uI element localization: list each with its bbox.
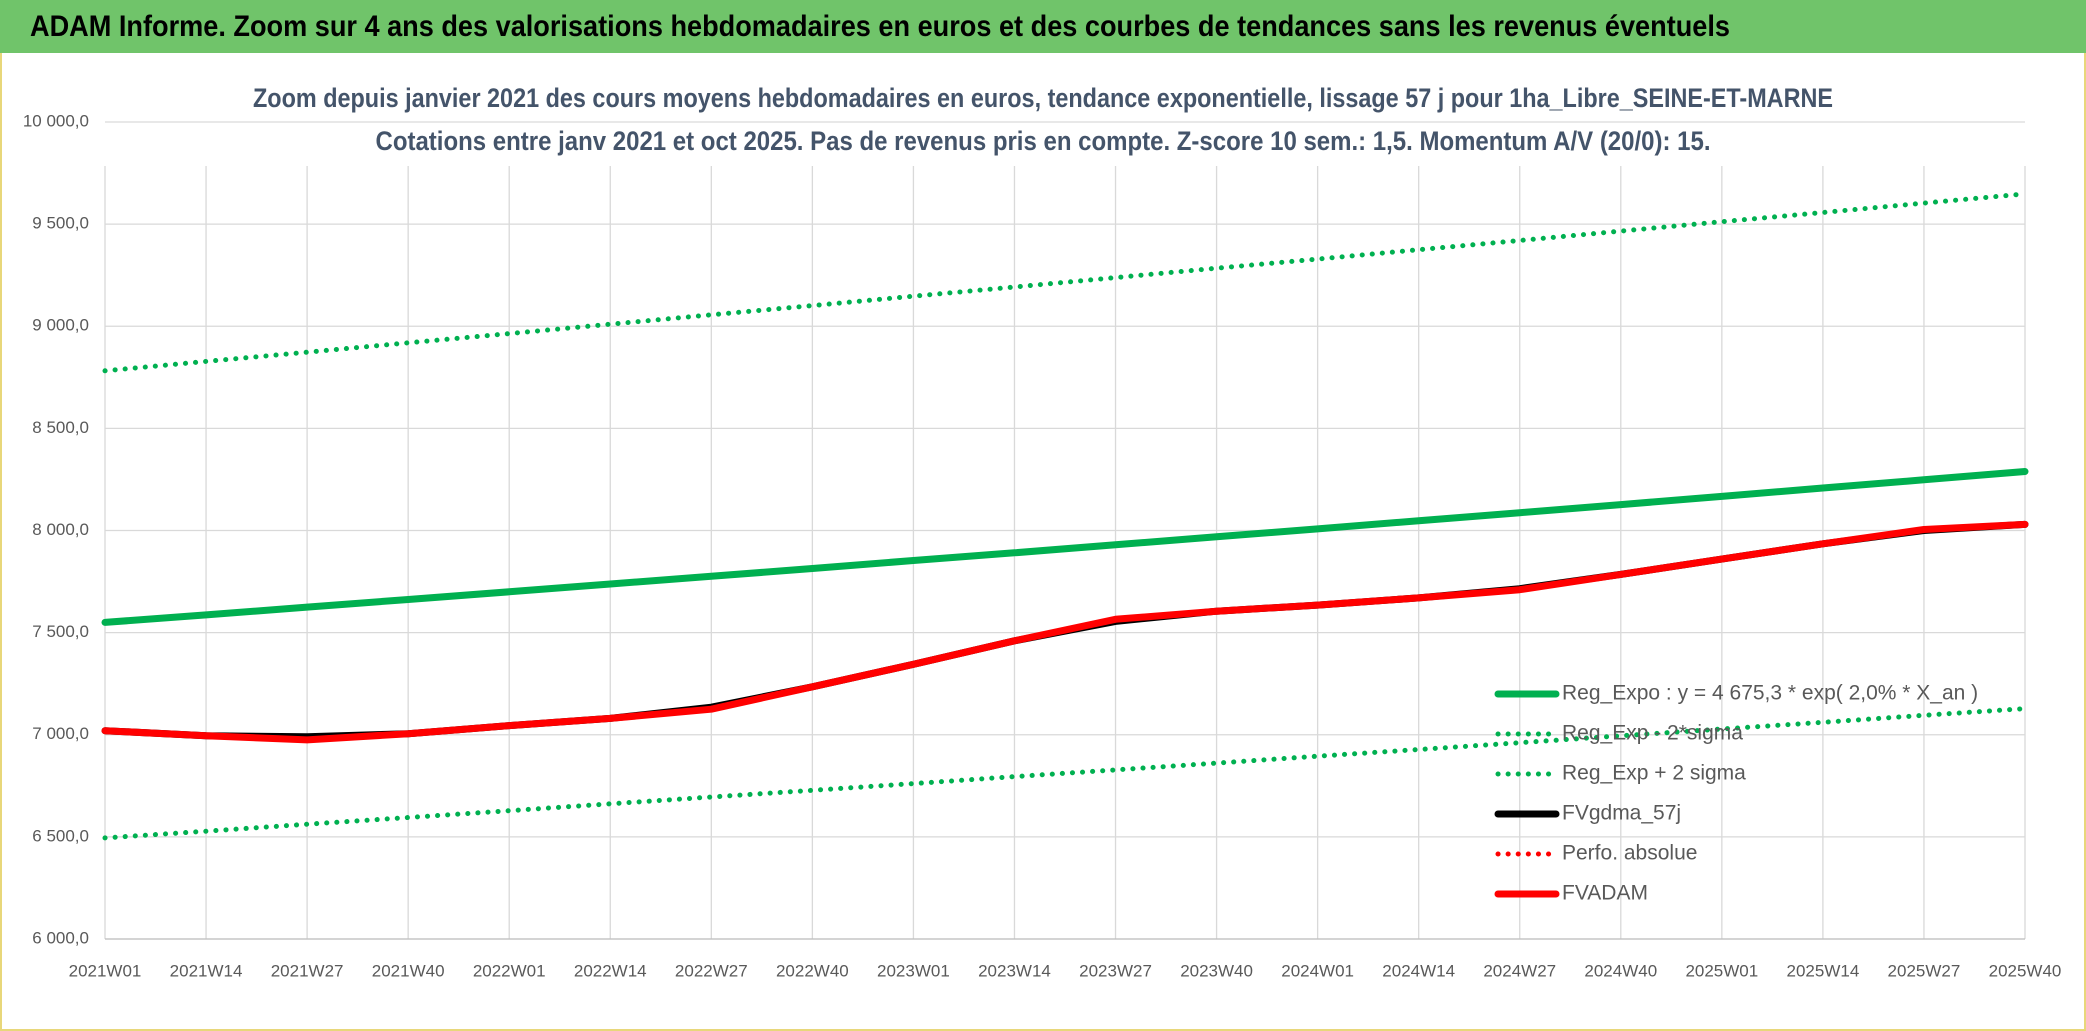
x-tick-label: 2023W27 xyxy=(1079,961,1152,980)
x-tick-label: 2021W14 xyxy=(170,961,243,980)
chart-subtitle: Cotations entre janv 2021 et oct 2025. P… xyxy=(376,126,1711,156)
x-tick-label: 2025W27 xyxy=(1888,961,1961,980)
header-title: ADAM Informe. Zoom sur 4 ans des valoris… xyxy=(30,10,1730,43)
plot xyxy=(101,191,2029,841)
series-line xyxy=(102,706,2028,841)
x-tick-label: 2022W01 xyxy=(473,961,546,980)
x-tick-label: 2021W27 xyxy=(271,961,344,980)
legend-label: Reg_Exp + 2 sigma xyxy=(1562,762,1746,785)
x-tick-label: 2021W40 xyxy=(372,961,445,980)
y-tick-label: 8 000,0 xyxy=(32,520,89,539)
y-tick-label: 9 000,0 xyxy=(32,316,89,335)
x-tick-label: 2022W27 xyxy=(675,961,748,980)
x-tick-label: 2024W40 xyxy=(1584,961,1657,980)
x-tick-label: 2024W27 xyxy=(1483,961,1556,980)
legend-label: Reg_Exp - 2*sigma xyxy=(1562,722,1743,745)
legend-label: FVADAM xyxy=(1562,882,1648,905)
y-tick-label: 7 000,0 xyxy=(32,724,89,743)
x-tick-label: 2024W01 xyxy=(1281,961,1354,980)
x-tick-label: 2025W14 xyxy=(1787,961,1860,980)
x-tick-label: 2023W01 xyxy=(877,961,950,980)
chart-title: Zoom depuis janvier 2021 des cours moyen… xyxy=(253,83,1833,113)
series-line xyxy=(101,520,2029,744)
header-bar xyxy=(0,0,2086,53)
x-tick-label: 2023W40 xyxy=(1180,961,1253,980)
y-tick-label: 9 500,0 xyxy=(32,214,89,233)
x-tick-label: 2024W14 xyxy=(1382,961,1455,980)
y-tick-label: 6 500,0 xyxy=(32,826,89,845)
x-tick-label: 2025W01 xyxy=(1685,961,1758,980)
y-tick-label: 8 500,0 xyxy=(32,418,89,437)
legend-label: Perfo. absolue xyxy=(1562,842,1697,865)
y-tick-label: 7 500,0 xyxy=(32,622,89,641)
legend-label: Reg_Expo : y = 4 675,3 * exp( 2,0% * X_a… xyxy=(1562,682,1978,705)
grid: 6 000,0 6 500,0 7 000,0 7 500,0 8 000,0 8 500… xyxy=(23,111,2062,980)
x-tick-label: 2022W40 xyxy=(776,961,849,980)
series-line xyxy=(101,468,2029,626)
x-tick-label: 2022W14 xyxy=(574,961,647,980)
x-tick-label: 2021W01 xyxy=(69,961,142,980)
legend-label: FVgdma_57j xyxy=(1562,802,1681,825)
y-tick-label: 6 000,0 xyxy=(32,928,89,947)
series-line xyxy=(102,191,2028,374)
legend: Reg_Expo : y = 4 675,3 * exp( 2,0% * X_a… xyxy=(1494,682,1978,905)
x-tick-label: 2023W14 xyxy=(978,961,1051,980)
x-tick-label: 2025W40 xyxy=(1989,961,2062,980)
y-tick-label: 10 000,0 xyxy=(23,111,89,130)
